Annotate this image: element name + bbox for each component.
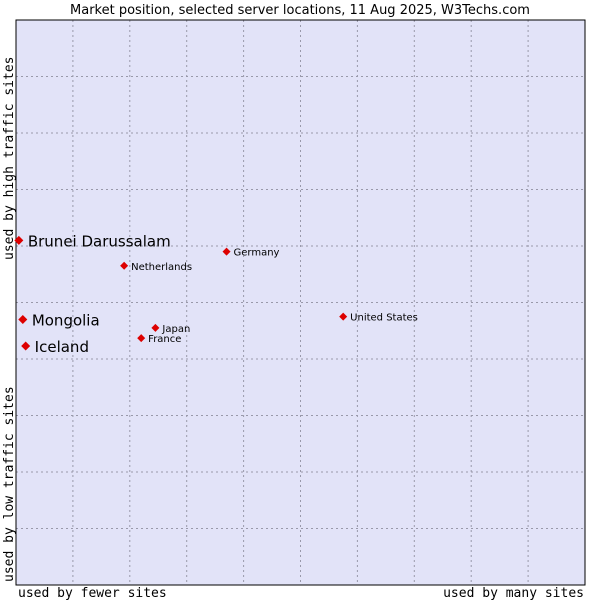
point-marker: [14, 235, 24, 245]
point-label: United States: [350, 313, 418, 324]
point-germany: Germany: [222, 247, 280, 259]
point-marker: [21, 341, 31, 351]
point-netherlands: Netherlands: [120, 261, 192, 273]
y-axis-label-bottom: used by low traffic sites: [2, 386, 17, 582]
chart-title: Market position, selected server locatio…: [70, 3, 530, 18]
point-label: Germany: [234, 248, 280, 259]
point-label: Iceland: [35, 338, 89, 356]
point-label: Mongolia: [32, 311, 100, 329]
point-label: Netherlands: [131, 262, 192, 273]
point-japan: Japan: [151, 323, 190, 335]
grid: [16, 20, 585, 585]
point-label: Brunei Darussalam: [28, 232, 171, 250]
point-label: France: [148, 334, 181, 345]
point-marker: [222, 247, 231, 256]
data-points: Brunei Darussalam Germany Netherlands Mongo…: [14, 232, 418, 356]
point-marker: [151, 323, 160, 332]
x-axis-label-left: used by fewer sites: [18, 586, 167, 600]
point-united-states: United States: [339, 312, 418, 324]
y-axis-label-top: used by high traffic sites: [2, 57, 17, 261]
point-marker: [120, 261, 129, 270]
plot-border: [15, 19, 586, 586]
point-mongolia: Mongolia: [18, 311, 100, 329]
point-france: France: [137, 334, 181, 345]
point-iceland: Iceland: [21, 338, 89, 356]
point-marker: [18, 314, 28, 324]
point-marker: [339, 312, 348, 321]
point-label: Japan: [161, 324, 190, 335]
point-marker: [137, 334, 146, 343]
x-axis-label-right: used by many sites: [443, 586, 584, 600]
point-brunei-darussalam: Brunei Darussalam: [14, 232, 171, 250]
